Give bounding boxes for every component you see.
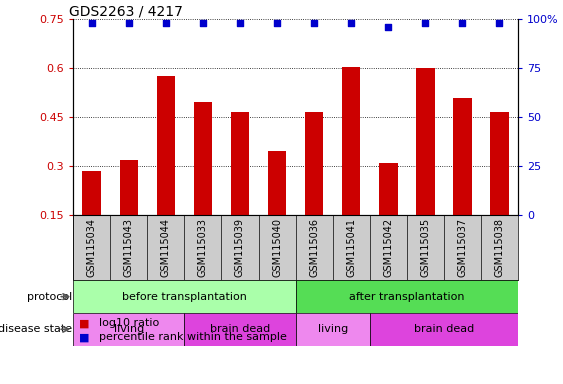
Text: ■: ■: [79, 332, 90, 342]
Text: living: living: [114, 324, 144, 334]
Point: [384, 24, 393, 30]
Point: [87, 20, 96, 26]
Text: GDS2263 / 4217: GDS2263 / 4217: [69, 4, 182, 18]
Text: before transplantation: before transplantation: [122, 291, 247, 302]
Text: after transplantation: after transplantation: [349, 291, 464, 302]
Bar: [296, 313, 370, 346]
Point: [310, 20, 319, 26]
Bar: [370, 313, 518, 346]
Point: [124, 20, 133, 26]
Text: GSM115033: GSM115033: [198, 218, 208, 277]
Text: GSM115037: GSM115037: [457, 218, 467, 277]
Point: [235, 20, 244, 26]
Bar: [268, 151, 287, 215]
Text: GSM115036: GSM115036: [309, 218, 319, 277]
Text: GSM115039: GSM115039: [235, 218, 245, 277]
Text: ■: ■: [79, 318, 90, 328]
Point: [272, 20, 282, 26]
Point: [162, 20, 171, 26]
Text: GSM115043: GSM115043: [124, 218, 134, 277]
Text: disease state: disease state: [0, 324, 73, 334]
Text: brain dead: brain dead: [210, 324, 270, 334]
Text: GSM115040: GSM115040: [272, 218, 282, 277]
Bar: [453, 98, 472, 215]
Text: GSM115042: GSM115042: [383, 218, 393, 277]
Text: living: living: [318, 324, 348, 334]
Bar: [185, 313, 296, 346]
Point: [347, 20, 356, 26]
Text: GSM115038: GSM115038: [494, 218, 504, 277]
Text: GSM115041: GSM115041: [346, 218, 356, 277]
Text: GSM115034: GSM115034: [87, 218, 97, 277]
Bar: [490, 112, 509, 215]
Bar: [296, 280, 518, 313]
Point: [458, 20, 467, 26]
Text: brain dead: brain dead: [414, 324, 474, 334]
Text: GSM115035: GSM115035: [421, 218, 430, 277]
Point: [421, 20, 430, 26]
Text: log10 ratio: log10 ratio: [99, 318, 159, 328]
Text: GSM115044: GSM115044: [161, 218, 171, 277]
Bar: [73, 313, 185, 346]
Bar: [73, 280, 296, 313]
Point: [495, 20, 504, 26]
Bar: [305, 112, 323, 215]
Bar: [194, 103, 212, 215]
Bar: [157, 76, 175, 215]
Bar: [231, 112, 249, 215]
Bar: [416, 68, 435, 215]
Bar: [379, 163, 397, 215]
Bar: [342, 66, 360, 215]
Bar: [82, 171, 101, 215]
Text: protocol: protocol: [27, 291, 73, 302]
Point: [198, 20, 207, 26]
Bar: [119, 160, 138, 215]
Text: percentile rank within the sample: percentile rank within the sample: [99, 332, 287, 342]
